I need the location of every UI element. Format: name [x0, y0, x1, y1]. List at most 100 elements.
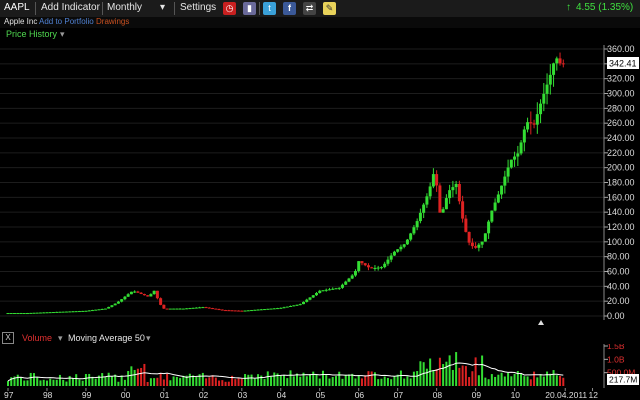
note-icon[interactable]: ✎: [323, 2, 336, 15]
volume-bar: [292, 376, 295, 386]
volume-bar: [146, 381, 149, 386]
chevron-down-icon[interactable]: ▾: [146, 333, 151, 343]
candle-body: [331, 288, 335, 290]
volume-bar: [270, 376, 273, 386]
price-history-label[interactable]: Price History: [6, 29, 58, 39]
moving-average-label[interactable]: Moving Average 50: [68, 333, 145, 343]
volume-bar: [172, 376, 175, 386]
candle-body: [152, 290, 156, 295]
volume-bar: [494, 376, 497, 386]
chevron-down-icon[interactable]: ▾: [160, 2, 166, 13]
volume-bar: [250, 374, 253, 386]
candle-body: [509, 159, 513, 168]
volume-bar: [422, 362, 425, 386]
x-tick-label: 20.04.2011: [545, 390, 587, 400]
scroll-marker-icon[interactable]: [538, 320, 544, 325]
candle-body: [295, 304, 299, 306]
candle-body: [353, 271, 357, 276]
candle-body: [285, 306, 289, 308]
candle-body: [276, 308, 280, 310]
volume-bar: [312, 371, 315, 386]
volume-tick-label: 500.0M: [607, 368, 635, 378]
alarm-clock-icon[interactable]: ◷: [223, 2, 236, 15]
x-tick-label: 05: [316, 390, 326, 400]
volume-bar: [526, 376, 529, 386]
candle-body: [422, 204, 426, 213]
candle-body: [490, 210, 494, 222]
candle-body: [45, 312, 49, 314]
candle-body: [373, 267, 377, 269]
bookmark-icon[interactable]: ▮: [243, 2, 256, 15]
volume-bar: [266, 371, 269, 386]
volume-bar: [539, 374, 542, 386]
candle-body: [68, 311, 72, 313]
drawings-link[interactable]: Drawings: [96, 17, 130, 26]
candle-body: [207, 307, 211, 309]
interval-select[interactable]: Monthly: [107, 2, 143, 13]
volume-y-axis: 1.5B 1.0B 500.0M: [603, 344, 635, 388]
candle-body: [496, 194, 500, 203]
symbol-field[interactable]: AAPL: [4, 2, 30, 13]
candle-body: [503, 176, 507, 186]
volume-bar: [240, 378, 243, 386]
volume-label[interactable]: Volume: [22, 333, 53, 343]
volume-bar: [78, 379, 81, 386]
volume-bar: [192, 375, 195, 386]
volume-bar: [211, 375, 214, 386]
volume-bar: [42, 379, 45, 386]
volume-bar: [393, 376, 396, 386]
volume-bar: [338, 371, 341, 386]
candle-body: [405, 239, 409, 245]
x-tick-label: 10: [511, 390, 521, 400]
facebook-icon[interactable]: f: [283, 2, 296, 15]
candle-body: [366, 265, 370, 268]
candle-body: [500, 185, 504, 195]
candle-body: [454, 183, 458, 188]
volume-bar: [195, 376, 198, 386]
volume-bar: [497, 374, 500, 386]
volume-bar: [166, 373, 169, 386]
candle-body: [477, 244, 481, 248]
volume-bar: [162, 379, 165, 386]
candle-body: [42, 312, 46, 314]
compare-icon[interactable]: ⇄: [303, 2, 316, 15]
volume-bar: [390, 379, 393, 386]
candle-body: [217, 309, 221, 311]
volume-bar: [503, 376, 506, 386]
volume-bar: [325, 375, 328, 386]
volume-bar: [182, 375, 185, 386]
volume-bar: [218, 380, 221, 386]
twitter-icon[interactable]: t: [263, 2, 276, 15]
chevron-down-icon[interactable]: ▾: [58, 333, 63, 343]
candle-body: [409, 233, 413, 240]
candle-body: [334, 288, 338, 290]
volume-tick-label: 1.5B: [607, 344, 625, 351]
candle-body: [561, 63, 565, 65]
volume-bar: [318, 378, 321, 386]
candle-body: [327, 289, 331, 291]
candle-body: [302, 301, 306, 305]
candle-body: [282, 307, 286, 309]
candle-body: [97, 309, 101, 311]
volume-bar: [97, 375, 100, 386]
volume-bar: [88, 373, 91, 386]
settings-button[interactable]: Settings: [180, 2, 217, 13]
price-chart[interactable]: 360.00340.00320.00300.00280.00260.00240.…: [0, 40, 640, 330]
candle-body: [113, 303, 117, 306]
candle-body: [539, 103, 543, 115]
volume-bar: [52, 379, 55, 386]
candle-body: [81, 310, 85, 312]
candle-body: [120, 299, 124, 302]
candle-body: [194, 307, 198, 309]
add-indicator-button[interactable]: Add Indicator: [41, 2, 100, 13]
volume-chart[interactable]: 1.5B 1.0B 500.0M 217.7M: [0, 344, 640, 388]
chevron-down-icon[interactable]: ▾: [60, 29, 65, 39]
volume-bar: [188, 373, 191, 386]
volume-bar: [23, 380, 26, 386]
volume-bar: [302, 372, 305, 386]
candle-body: [129, 291, 133, 295]
volume-bar: [542, 376, 545, 386]
add-to-portfolio-link[interactable]: Add to Portfolio: [39, 17, 94, 26]
close-panel-icon[interactable]: X: [2, 332, 14, 344]
candle-body: [155, 290, 159, 299]
